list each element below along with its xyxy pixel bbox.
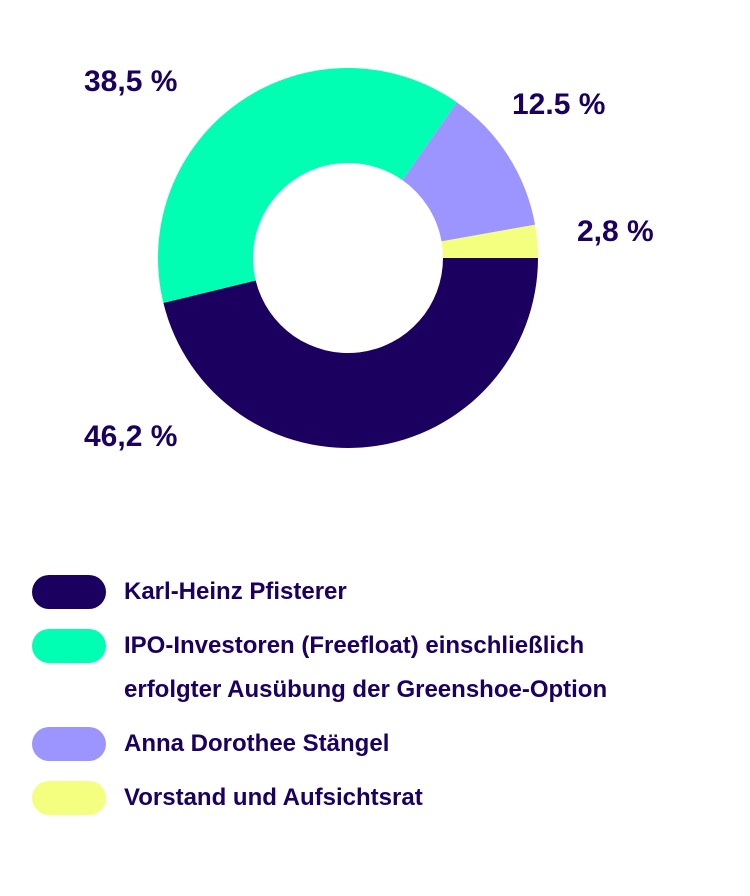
legend-label-vorstand: Vorstand und Aufsichtsrat — [124, 784, 423, 811]
slice-karl-heinz — [163, 258, 539, 449]
legend-swatch-ipo-investoren — [32, 629, 106, 663]
legend-label-ipo-investoren-line2: erfolgter Ausübung der Greenshoe-Option — [124, 676, 608, 703]
legend-item-ipo-investoren: IPO-Investoren (Freefloat) einschließlic… — [32, 624, 732, 712]
legend-swatch-karl-heinz — [32, 575, 106, 609]
slice-vorstand — [441, 224, 538, 258]
legend-label-karl-heinz: Karl-Heinz Pfisterer — [124, 578, 347, 605]
data-label-karl-heinz: 46,2 % — [84, 420, 177, 453]
slice-ipo-investoren — [157, 67, 457, 303]
data-label-vorstand: 2,8 % — [577, 215, 654, 248]
legend-item-vorstand: Vorstand und Aufsichtsrat — [32, 776, 732, 820]
legend-swatch-vorstand — [32, 781, 106, 815]
legend-swatch-anna-dorothee — [32, 727, 106, 761]
data-label-ipo-investoren: 38,5 % — [84, 65, 177, 98]
data-label-anna-dorothee: 12.5 % — [512, 88, 605, 121]
donut-chart: 46,2 % 38,5 % 12.5 % 2,8 % — [84, 65, 654, 453]
legend-item-karl-heinz: Karl-Heinz Pfisterer — [32, 570, 732, 614]
donut-slices — [157, 67, 539, 449]
legend-item-anna-dorothee: Anna Dorothee Stängel — [32, 722, 732, 766]
legend-label-ipo-investoren-line1: IPO-Investoren (Freefloat) einschließlic… — [124, 632, 585, 659]
legend-label-anna-dorothee: Anna Dorothee Stängel — [124, 730, 390, 757]
legend: Karl-Heinz Pfisterer IPO-Investoren (Fre… — [32, 570, 732, 820]
slice-anna-dorothee — [402, 102, 536, 242]
